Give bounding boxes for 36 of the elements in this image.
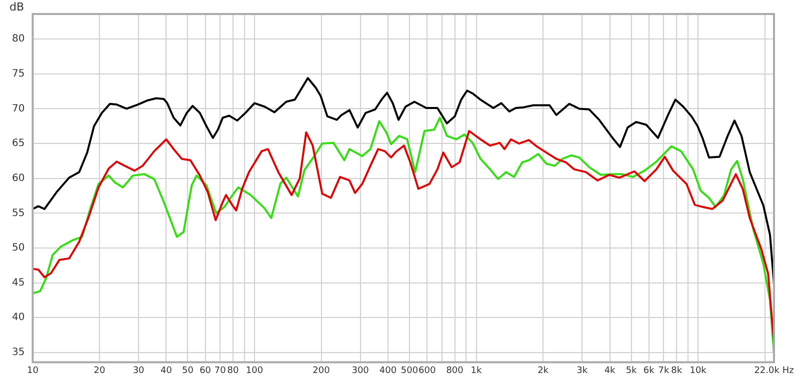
x-tick-label: 600 — [418, 366, 436, 376]
x-tick-label: 30 — [132, 366, 145, 376]
y-tick-label: 40 — [12, 312, 25, 324]
x-tick-label: 6k — [643, 366, 656, 376]
x-tick-label: 500 — [400, 366, 418, 376]
x-tick-label: 100 — [246, 366, 264, 376]
x-tick-label: 70 — [214, 366, 226, 376]
x-tick-label: 40 — [160, 366, 172, 376]
x-tick-label: 4k — [604, 366, 616, 376]
x-tick-label: 5k — [626, 366, 638, 376]
y-tick-label: 60 — [12, 172, 25, 184]
x-tick-label: 10 — [27, 366, 39, 376]
x-tick-label: 2k — [538, 366, 550, 376]
y-tick-label: 75 — [12, 68, 25, 80]
x-tick-label: 10k — [690, 366, 708, 376]
y-tick-label: 70 — [12, 103, 25, 114]
x-tick-label: 80 — [227, 366, 240, 376]
y-tick-label: 65 — [12, 138, 25, 150]
y-tick-label: 55 — [12, 208, 25, 219]
x-tick-label: 800 — [446, 366, 464, 376]
x-tick-label: 400 — [379, 366, 397, 376]
x-tick-label: 7k — [658, 366, 670, 376]
x-tick-label: 20 — [94, 366, 106, 376]
x-tick-label: 60 — [200, 366, 212, 376]
x-tick-label: 22.0k Hz — [754, 366, 794, 376]
x-tick-label: 3k — [576, 366, 588, 376]
y-tick-label: 80 — [12, 34, 25, 45]
y-tick-label: 45 — [12, 277, 25, 288]
y-axis-title: dB — [9, 0, 24, 14]
x-tick-label: 50 — [182, 366, 194, 376]
x-tick-label: 8k — [671, 366, 683, 376]
y-tick-label: 35 — [12, 347, 25, 358]
x-tick-label: 300 — [352, 366, 370, 376]
x-tick-label: 1k — [470, 366, 483, 376]
x-tick-label: 200 — [312, 366, 330, 376]
y-tick-label: 50 — [12, 242, 25, 254]
